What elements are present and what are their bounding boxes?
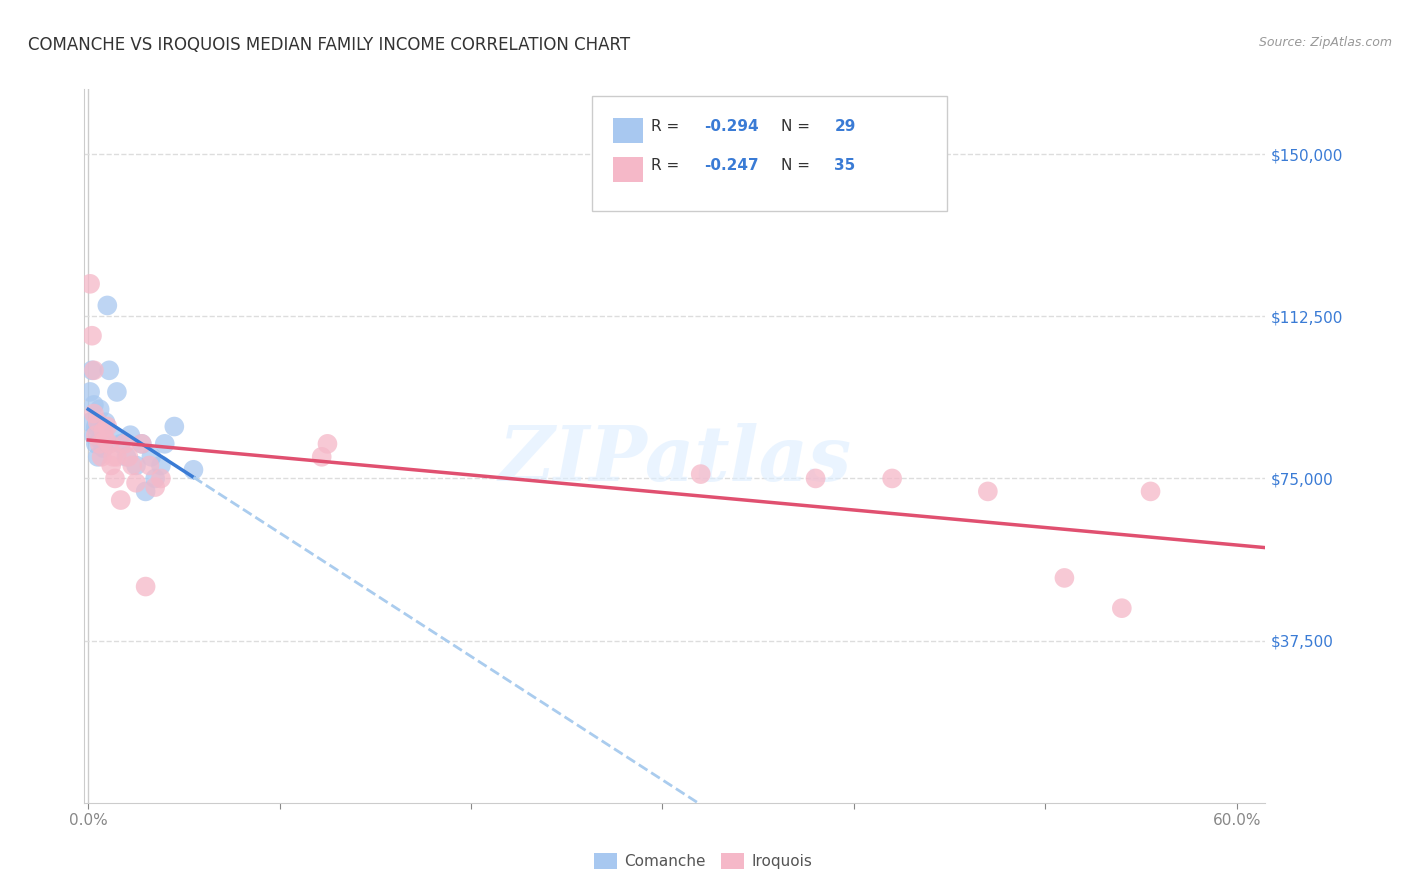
Point bbox=[101, 428, 124, 442]
Point bbox=[79, 384, 101, 399]
Text: 35: 35 bbox=[834, 158, 856, 173]
Point bbox=[100, 458, 122, 473]
Point bbox=[83, 428, 105, 442]
Point bbox=[138, 458, 160, 473]
Point bbox=[80, 363, 103, 377]
Legend: Comanche, Iroquois: Comanche, Iroquois bbox=[588, 847, 818, 875]
Point bbox=[89, 433, 111, 447]
Point bbox=[98, 363, 121, 377]
Point bbox=[804, 471, 827, 485]
Text: R =: R = bbox=[651, 119, 685, 134]
Point bbox=[141, 450, 163, 464]
Point bbox=[84, 419, 107, 434]
Point bbox=[96, 298, 118, 312]
Text: R =: R = bbox=[651, 158, 685, 173]
Point bbox=[316, 437, 339, 451]
Point bbox=[114, 437, 136, 451]
Point bbox=[110, 437, 132, 451]
Point bbox=[117, 450, 139, 464]
Point bbox=[93, 441, 115, 455]
Point bbox=[83, 363, 105, 377]
Point bbox=[98, 437, 121, 451]
Point bbox=[121, 458, 143, 473]
Bar bbox=[613, 157, 643, 182]
Text: -0.247: -0.247 bbox=[704, 158, 759, 173]
Point bbox=[105, 450, 128, 464]
Point bbox=[90, 424, 112, 438]
Point bbox=[104, 471, 127, 485]
Point bbox=[149, 471, 172, 485]
Text: Source: ZipAtlas.com: Source: ZipAtlas.com bbox=[1258, 36, 1392, 49]
Point bbox=[149, 458, 172, 473]
Text: 29: 29 bbox=[834, 119, 856, 134]
Point bbox=[110, 493, 132, 508]
Text: N =: N = bbox=[782, 119, 815, 134]
Point bbox=[87, 450, 110, 464]
Point bbox=[689, 467, 711, 482]
Point bbox=[89, 437, 111, 451]
Point bbox=[79, 277, 101, 291]
Point bbox=[105, 384, 128, 399]
Text: -0.294: -0.294 bbox=[704, 119, 759, 134]
Text: COMANCHE VS IROQUOIS MEDIAN FAMILY INCOME CORRELATION CHART: COMANCHE VS IROQUOIS MEDIAN FAMILY INCOM… bbox=[28, 36, 630, 54]
FancyBboxPatch shape bbox=[592, 96, 946, 211]
Point bbox=[163, 419, 186, 434]
Point bbox=[87, 415, 110, 429]
Point bbox=[90, 450, 112, 464]
Point bbox=[125, 458, 148, 473]
Point bbox=[94, 415, 117, 429]
Point bbox=[882, 471, 904, 485]
Text: ZIPatlas: ZIPatlas bbox=[498, 424, 852, 497]
Point bbox=[83, 398, 105, 412]
Point bbox=[1053, 571, 1076, 585]
Point bbox=[131, 437, 153, 451]
Point bbox=[143, 480, 166, 494]
Point bbox=[183, 463, 205, 477]
Point bbox=[135, 580, 157, 594]
Point bbox=[96, 419, 118, 434]
Point bbox=[120, 428, 142, 442]
Point bbox=[1111, 601, 1133, 615]
Bar bbox=[613, 118, 643, 143]
Point bbox=[79, 415, 101, 429]
Point bbox=[80, 328, 103, 343]
Point bbox=[93, 424, 115, 438]
Point bbox=[115, 450, 138, 464]
Point bbox=[131, 437, 153, 451]
Point bbox=[94, 433, 117, 447]
Point bbox=[89, 402, 111, 417]
Text: N =: N = bbox=[782, 158, 815, 173]
Point bbox=[84, 437, 107, 451]
Point bbox=[125, 475, 148, 490]
Point bbox=[977, 484, 1000, 499]
Point bbox=[135, 484, 157, 499]
Point bbox=[143, 471, 166, 485]
Point bbox=[83, 407, 105, 421]
Point bbox=[101, 450, 124, 464]
Point bbox=[311, 450, 333, 464]
Point bbox=[153, 437, 176, 451]
Point bbox=[1139, 484, 1161, 499]
Point bbox=[84, 428, 107, 442]
